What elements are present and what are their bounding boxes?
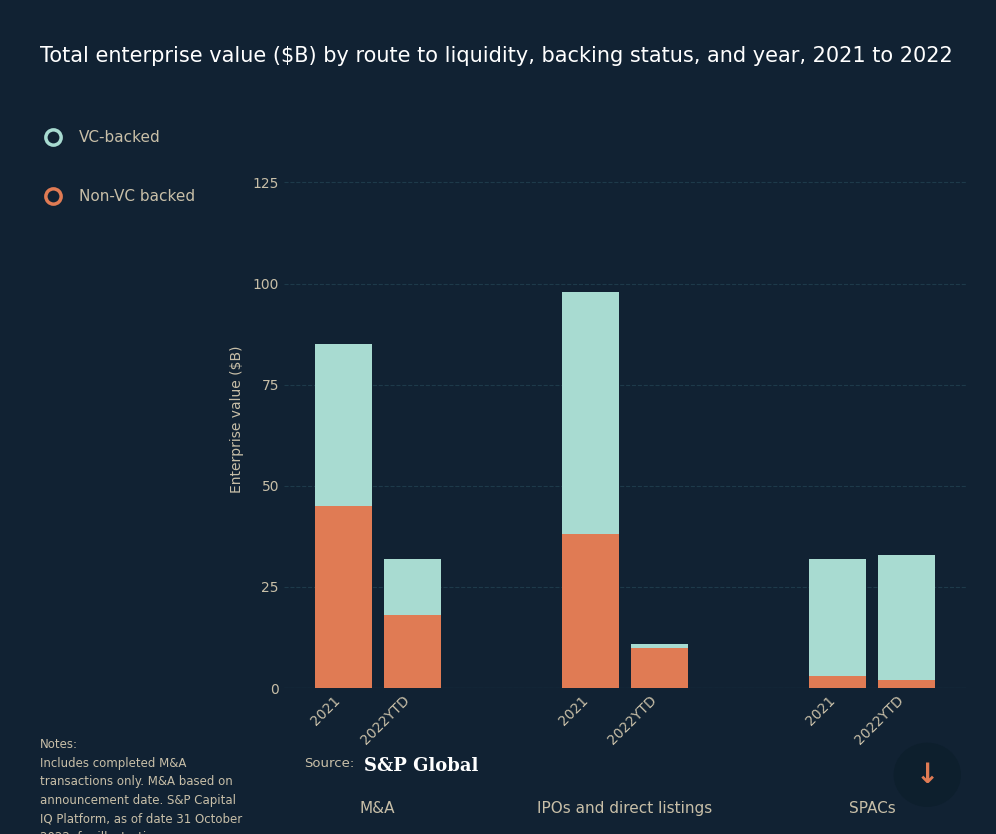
Bar xyxy=(631,644,688,648)
Bar xyxy=(315,506,372,688)
Text: IPOs and direct listings: IPOs and direct listings xyxy=(538,801,712,816)
Text: SPACs: SPACs xyxy=(849,801,895,816)
Text: Source:: Source: xyxy=(304,756,354,770)
Text: Non-VC backed: Non-VC backed xyxy=(80,188,195,203)
Bar xyxy=(878,555,935,680)
Bar xyxy=(383,559,440,615)
Bar xyxy=(562,292,619,535)
Bar xyxy=(810,559,867,676)
Text: Notes:
Includes completed M&A
transactions only. M&A based on
announcement date.: Notes: Includes completed M&A transactio… xyxy=(40,738,242,834)
Circle shape xyxy=(894,743,960,806)
Bar xyxy=(631,648,688,688)
Text: ↓: ↓ xyxy=(915,761,939,789)
Y-axis label: Enterprise value ($B): Enterprise value ($B) xyxy=(230,345,244,493)
Bar xyxy=(383,615,440,688)
Text: VC-backed: VC-backed xyxy=(80,130,161,145)
Text: Total enterprise value ($B) by route to liquidity, backing status, and year, 202: Total enterprise value ($B) by route to … xyxy=(40,46,952,66)
Bar xyxy=(878,680,935,688)
Bar xyxy=(810,676,867,688)
Bar xyxy=(315,344,372,506)
Text: S&P Global: S&P Global xyxy=(364,756,478,775)
Text: M&A: M&A xyxy=(360,801,395,816)
Bar xyxy=(562,535,619,688)
